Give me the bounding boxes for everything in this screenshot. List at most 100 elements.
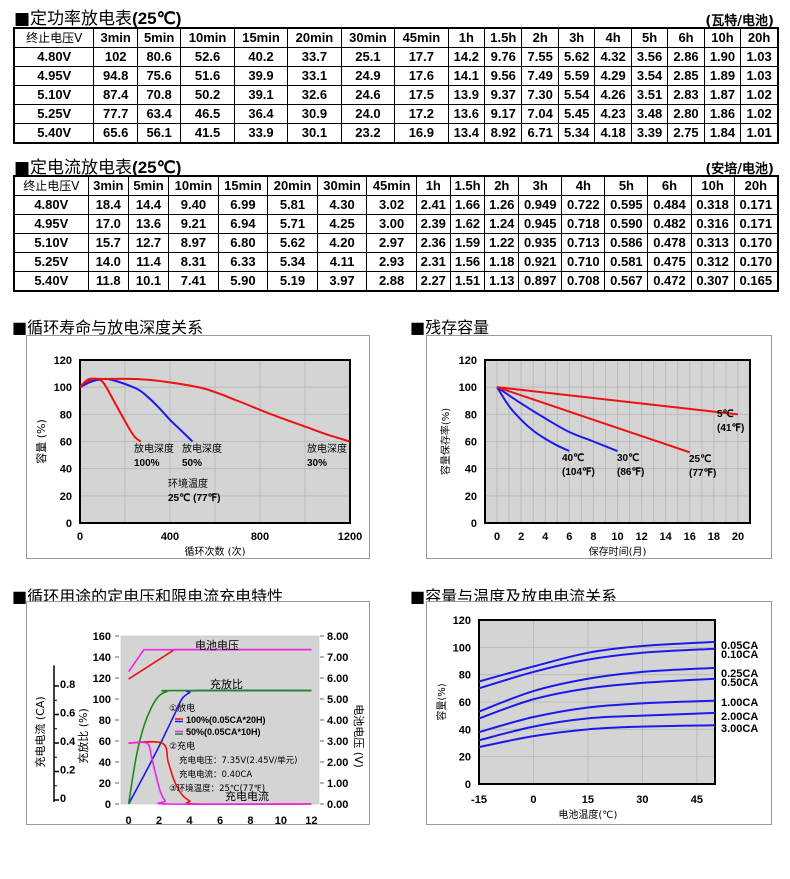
series-label: (77℉) <box>689 468 716 479</box>
value-cell: 51.6 <box>180 66 235 86</box>
series-line-3 <box>496 386 739 416</box>
y-tick-label: 80 <box>459 670 471 682</box>
header-duration: 20h <box>740 27 779 48</box>
value-cell: 32.6 <box>287 85 342 105</box>
x-tick-label: 4 <box>542 531 549 543</box>
value-cell: 4.20 <box>316 233 368 253</box>
value-cell: 0.708 <box>561 271 606 292</box>
value-cell: 8.31 <box>168 252 219 272</box>
value-cell: 1.62 <box>449 214 486 234</box>
y-tick-label: 80 <box>465 409 477 421</box>
value-cell: 8.97 <box>168 233 219 253</box>
value-cell: 25.1 <box>340 47 396 67</box>
value-cell: 2.88 <box>366 271 417 292</box>
value-cell: 0.710 <box>561 252 606 272</box>
value-cell: 2.86 <box>667 47 705 67</box>
value-cell: 24.0 <box>340 104 396 124</box>
value-cell: 1.03 <box>740 66 779 86</box>
value-cell: 4.30 <box>316 195 368 215</box>
legend-item-100: 100%(0.05CA*20H) <box>186 715 266 725</box>
table-row: 4.80V 102 80.6 52.6 40.2 33.7 25.1 17.7 14.2 9.76… <box>13 47 779 67</box>
series-line-2 <box>478 666 716 713</box>
value-cell: 11.4 <box>127 252 170 272</box>
value-cell: 7.55 <box>521 47 559 67</box>
series-label: 0.50CA <box>721 677 758 689</box>
value-cell: 17.2 <box>394 104 449 124</box>
series-line-3 <box>478 677 716 720</box>
y2-tick-label: 5.00 <box>327 694 348 706</box>
x-axis-label: 循环次数 (次) <box>185 545 246 558</box>
y-axis-label: 充放比 (%) <box>76 708 90 764</box>
y2-axis-label: 电池电压 (V) <box>352 704 365 768</box>
value-cell: 1.87 <box>703 85 742 105</box>
curve-label-current: 充电电流 <box>225 789 269 803</box>
value-cell: 1.59 <box>449 233 486 253</box>
value-cell: 36.4 <box>233 104 289 124</box>
power-table-title-text: ■定功率放电表 <box>14 9 133 29</box>
cutoff-voltage-cell: 4.80V <box>13 195 89 215</box>
value-cell: 65.6 <box>93 123 138 144</box>
value-cell: 0.586 <box>604 233 649 253</box>
y-tick-label: 160 <box>93 631 111 643</box>
value-cell: 4.25 <box>316 214 368 234</box>
value-cell: 0.713 <box>561 233 606 253</box>
header-duration: 3min <box>93 27 138 48</box>
series-line-3 <box>127 689 312 805</box>
value-cell: 16.9 <box>394 123 449 144</box>
y-axis-label: 容量(%) <box>435 683 448 720</box>
x-tick-label: 6 <box>566 531 572 543</box>
value-cell: 3.51 <box>630 85 669 105</box>
value-cell: 14.2 <box>447 47 486 67</box>
value-cell: 0.171 <box>733 195 779 215</box>
value-cell: 0.949 <box>518 195 563 215</box>
value-cell: 14.1 <box>447 66 486 86</box>
value-cell: 9.56 <box>484 66 523 86</box>
value-cell: 46.5 <box>180 104 235 124</box>
value-cell: 5.34 <box>557 123 596 144</box>
value-cell: 1.01 <box>740 123 779 144</box>
y-tick-label: 20 <box>60 491 72 503</box>
value-cell: 2.36 <box>415 233 451 253</box>
value-cell: 23.2 <box>340 123 396 144</box>
header-duration: 1.5h <box>484 27 523 48</box>
value-cell: 0.312 <box>690 252 735 272</box>
x-tick-label: 45 <box>691 794 703 806</box>
value-cell: 4.23 <box>594 104 632 124</box>
curve-label-ratio: 充放比 <box>210 677 243 691</box>
value-cell: 2.27 <box>415 271 451 292</box>
value-cell: 56.1 <box>136 123 182 144</box>
cycle-chart-title: ■循环寿命与放电深度关系 <box>12 318 204 337</box>
value-cell: 1.90 <box>703 47 742 67</box>
y-tick-label: 0 <box>471 518 477 530</box>
value-cell: 40.2 <box>233 47 289 67</box>
y-tick-label: 60 <box>99 736 111 748</box>
x-tick-label: 12 <box>635 531 647 543</box>
value-cell: 70.8 <box>136 85 182 105</box>
header-duration: 10min <box>180 27 235 48</box>
value-cell: 3.00 <box>366 214 417 234</box>
value-cell: 52.6 <box>180 47 235 67</box>
y2-tick-label: 2.00 <box>327 757 348 769</box>
value-cell: 102 <box>93 47 138 67</box>
table-header-row: 终止电压V 3min 5min 10min 15min 20min 30min 45min 1h… <box>13 27 779 48</box>
value-cell: 24.9 <box>340 66 396 86</box>
value-cell: 0.590 <box>604 214 649 234</box>
header-duration: 2h <box>484 175 520 196</box>
value-cell: 1.03 <box>740 47 779 67</box>
value-cell: 5.81 <box>267 195 318 215</box>
y-tick-label: 0 <box>66 518 72 530</box>
y2-tick-label: 1.00 <box>327 778 348 790</box>
current-table-title-temp: (25℃) <box>132 158 182 177</box>
value-cell: 7.41 <box>168 271 219 292</box>
x-tick-label: 10 <box>611 531 623 543</box>
x-tick-label: 14 <box>660 531 673 543</box>
value-cell: 9.37 <box>484 85 523 105</box>
cutoff-voltage-cell: 5.10V <box>13 233 89 253</box>
y-tick-label: 60 <box>60 437 72 449</box>
header-duration: 5min <box>136 27 182 48</box>
x-tick-label: 0 <box>494 531 500 543</box>
value-cell: 0.475 <box>647 252 692 272</box>
series-line-5 <box>478 711 716 742</box>
y-tick-label: 120 <box>93 673 111 685</box>
